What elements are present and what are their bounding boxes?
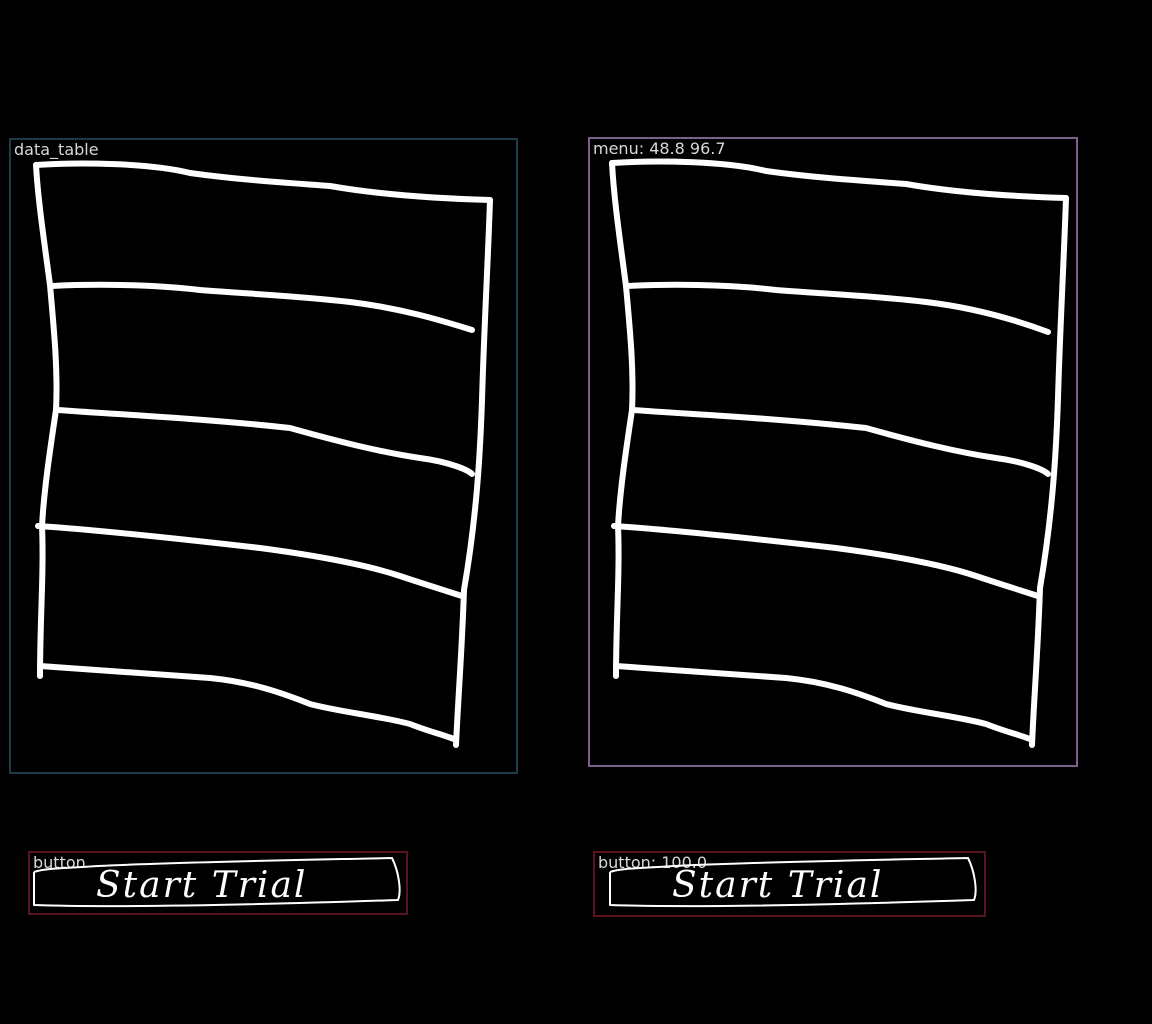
- button-detection-box: button: 100.0: [593, 851, 986, 917]
- detection-label: button: 100.0: [597, 853, 709, 872]
- data-table-detection-box: data_table: [9, 138, 518, 774]
- detection-label: button: [32, 853, 87, 872]
- button-detection-box: button: [28, 851, 408, 915]
- detection-label: data_table: [13, 140, 100, 159]
- menu-detection-box: menu: 48.8 96.7: [588, 137, 1078, 767]
- detection-label: menu: 48.8 96.7: [592, 139, 727, 158]
